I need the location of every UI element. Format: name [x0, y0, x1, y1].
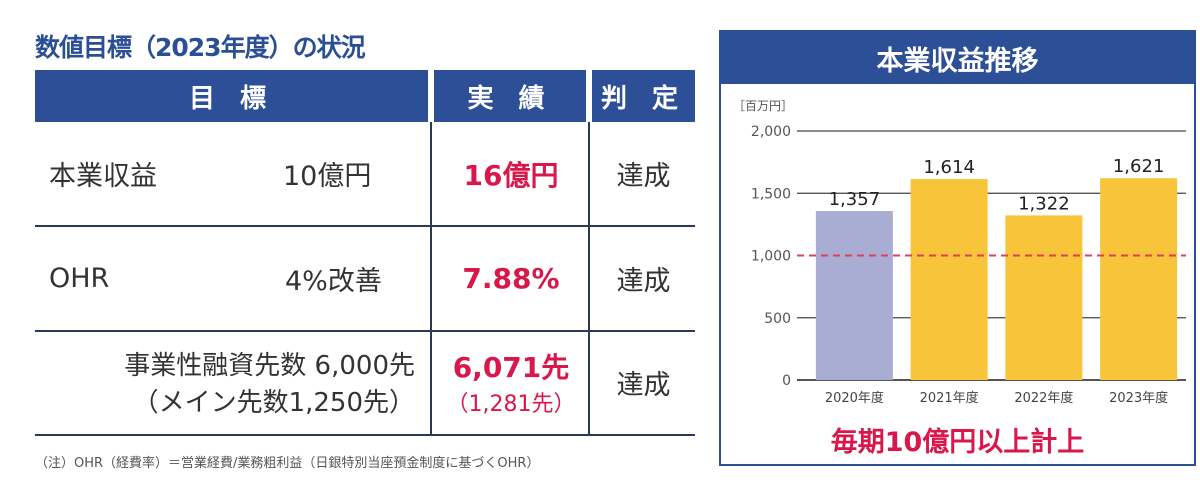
x-tick-label: 2020年度	[825, 390, 884, 406]
footnote: （注）OHR（経費率）＝営業経費/業務粗利益（日銀特別当座預金制度に基づくOHR…	[35, 456, 540, 471]
header-target: 目 標	[35, 70, 428, 122]
x-tick-label: 2023年度	[1109, 390, 1168, 406]
bar	[1005, 215, 1083, 380]
chart-caption: 毎期10億円以上計上	[830, 427, 1085, 458]
bar	[1100, 178, 1178, 380]
result: 7.88%	[462, 262, 560, 295]
item: 本業収益	[49, 161, 157, 192]
item: 事業性融資先数 6,000先	[124, 351, 415, 381]
table-row: OHR 4%改善 7.88% 達成	[35, 227, 695, 332]
y-tick-label: 0	[782, 373, 791, 389]
y-tick-label: 500	[764, 311, 791, 327]
table-title: 数値目標（2023年度）の状況	[35, 33, 366, 62]
chart-panel: 本業収益推移 ［百万円］ 0 500 1,000 1,500 2,000 1,357 202…	[719, 30, 1196, 466]
divider	[430, 122, 432, 436]
chart-title: 本業収益推移	[721, 32, 1194, 84]
divider	[588, 122, 590, 436]
x-tick-label: 2021年度	[920, 390, 979, 406]
y-tick-label: 1,000	[751, 249, 791, 265]
data-label: 1,357	[829, 189, 881, 210]
judgement: 達成	[616, 369, 671, 401]
result: 16億円	[463, 158, 559, 192]
table-row: 本業収益 10億円 16億円 達成	[35, 122, 695, 227]
data-label: 1,621	[1113, 156, 1165, 177]
bar	[815, 211, 893, 380]
data-label: 1,614	[923, 157, 975, 178]
data-label: 1,322	[1018, 193, 1070, 214]
item: OHR	[49, 263, 110, 294]
y-tick-label: 1,500	[751, 186, 791, 202]
header-result: 実 績	[434, 70, 586, 122]
judgement: 達成	[616, 161, 671, 192]
table-row: 事業性融資先数 6,000先 （メイン先数1,250先） 6,071先 （1,2…	[35, 330, 695, 436]
bar	[910, 179, 988, 380]
target: 10億円	[283, 161, 372, 192]
target: 4%改善	[285, 266, 382, 297]
header-judgement: 判 定	[592, 70, 695, 122]
bar-chart: ［百万円］ 0 500 1,000 1,500 2,000 1,357 2020年度 1,61…	[733, 99, 1186, 406]
x-tick-label: 2022年度	[1014, 390, 1073, 406]
judgement: 達成	[616, 266, 671, 297]
y-axis-unit: ［百万円］	[733, 99, 793, 113]
result: 6,071先	[452, 351, 570, 384]
target: （メイン先数1,250先）	[132, 388, 415, 418]
result-sub: （1,281先）	[446, 392, 576, 417]
y-tick-label: 2,000	[751, 124, 791, 140]
